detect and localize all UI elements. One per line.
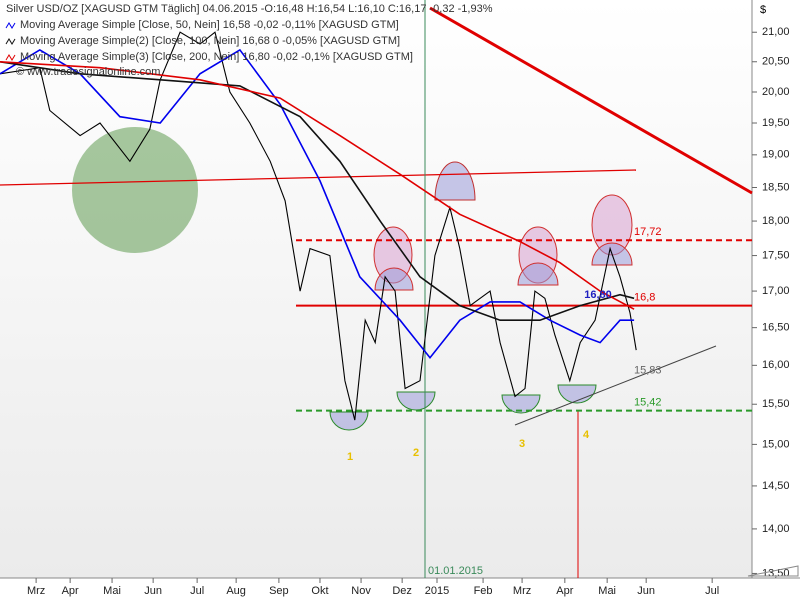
x-tick-label: Sep [269,585,289,597]
price-line [0,31,637,421]
legend-icon [5,38,16,45]
axis-panel [752,0,800,600]
x-tick-label: Jul [705,585,719,597]
moving-average [0,48,635,359]
y-tick-label: 19,50 [762,117,790,129]
level-label: 15,83 [634,364,662,376]
annotation: 4 [583,429,590,441]
y-tick-label: 17,00 [762,285,790,297]
annotation: 3 [519,438,525,450]
bottom-arc [557,384,597,404]
plot: 21,00 20,50 20,00 19,50 19,00 18,50 18,00 17,50… [0,26,790,597]
annotation: 01.01.2015 [428,565,483,577]
legend-icon [5,54,16,61]
y-tick-label: 20,00 [762,86,790,98]
y-tick-label: 16,00 [762,359,790,371]
y-tick-label: 15,00 [762,438,790,450]
x-tick-label: Dez [392,585,412,597]
highlight-circle [72,127,198,253]
y-tick-label: 16,50 [762,322,790,334]
legend-label: Moving Average Simple(3) [Close, 200, Ne… [20,51,413,63]
watermark: © www.tradesignalonline.com [16,66,160,78]
moving-average [0,61,635,310]
x-tick-label: Feb [474,585,493,597]
y-tick-label: 14,50 [762,480,790,492]
y-tick-label: 15,50 [762,398,790,410]
level-label: 17,72 [634,226,662,238]
bottom-arc [329,411,369,431]
level-label: 16,8 [634,291,655,303]
y-tick-label: 19,00 [762,149,790,161]
x-tick-label: Apr [556,585,573,597]
currency: $ [760,4,766,16]
x-tick-label: Nov [351,585,371,597]
y-tick-label: 14,00 [762,523,790,535]
x-tick-label: Jun [637,585,655,597]
top-arc [434,161,476,201]
x-tick-label: Jun [144,585,162,597]
x-tick-label: Apr [62,585,79,597]
y-tick-label: 18,50 [762,181,790,193]
x-tick-label: Mai [598,585,616,597]
trend-line [429,6,753,195]
x-tick-label: Okt [311,585,328,597]
trend-line [514,345,717,426]
annotation: 1 [347,451,353,463]
x-tick-label: 2015 [425,585,449,597]
legend-label: Moving Average Simple [Close, 50, Nein] … [20,19,399,31]
y-tick-label: 21,00 [762,26,790,38]
resize-handle [747,565,799,577]
drawings [72,127,633,431]
x-tick-label: Jul [190,585,204,597]
top-arc [517,262,559,286]
x-tick-label: Mrz [27,585,45,597]
y-tick-label: 18,00 [762,215,790,227]
legend-icon [5,22,16,29]
y-tick-label: 17,50 [762,249,790,261]
x-tick-label: Mrz [513,585,531,597]
y-tick-label: 20,50 [762,56,790,68]
top-arc [374,267,414,291]
x-tick-label: Mai [103,585,121,597]
y-tick-label: 13,50 [762,567,790,579]
moving-average [0,61,635,321]
annotation: 16,80 [584,289,612,301]
x-tick-label: Aug [226,585,246,597]
legend-label: Moving Average Simple(2) [Close, 100, Ne… [20,35,400,47]
header: Silver USD/OZ [XAGUSD GTM Täglich] 04.06… [6,3,493,15]
bottom-arc [501,394,541,414]
annotation: 2 [413,447,419,459]
level-label: 15,42 [634,396,662,408]
